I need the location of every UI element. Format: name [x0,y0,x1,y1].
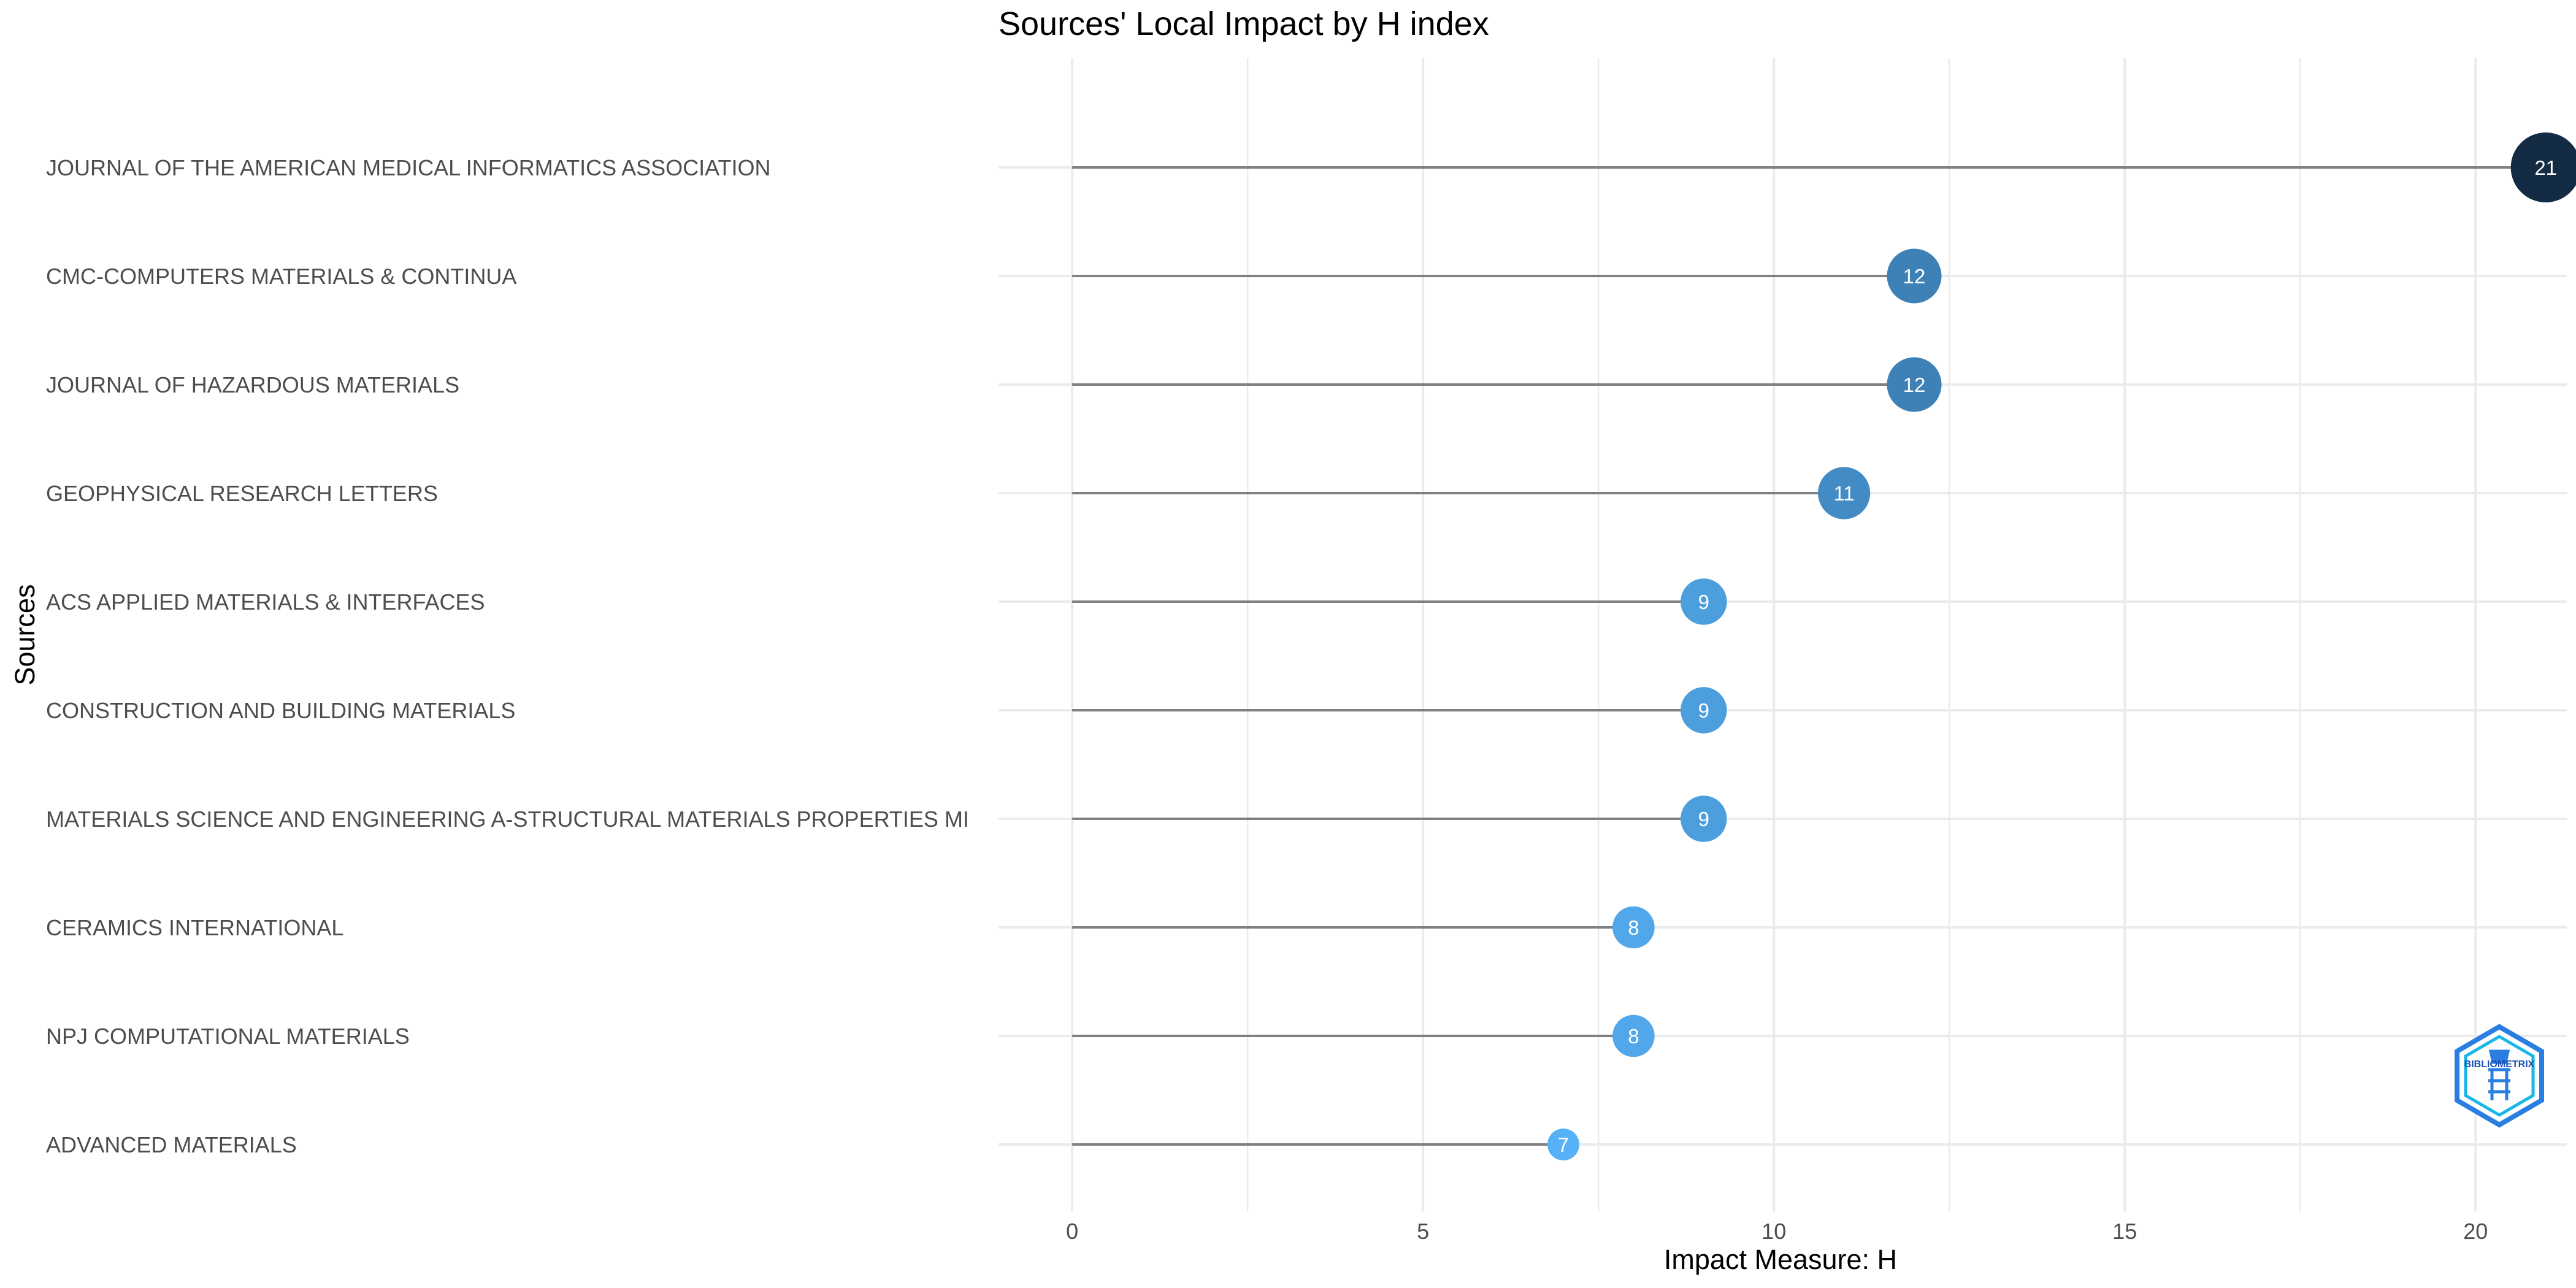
category-label: GEOPHYSICAL RESEARCH LETTERS [46,481,438,506]
tick-label-layer: 0 5 10 15 20 [1066,1219,2488,1244]
logo-hexagon-outer [2455,1024,2544,1128]
category-label: NPJ COMPUTATIONAL MATERIALS [46,1024,410,1049]
value-label: 9 [1698,591,1709,613]
logo-tower-icon [2488,1049,2510,1100]
category-label: CONSTRUCTION AND BUILDING MATERIALS [46,698,515,723]
value-label: 9 [1698,808,1709,830]
category-label: CERAMICS INTERNATIONAL [46,915,343,940]
category-label: JOURNAL OF HAZARDOUS MATERIALS [46,372,459,397]
x-tick-label: 10 [1761,1219,1786,1244]
value-label: 8 [1628,1025,1639,1048]
stem-layer [1072,166,2546,1146]
x-axis-title: Impact Measure: H [1664,1244,1897,1275]
value-label: 7 [1558,1133,1569,1156]
category-label: ADVANCED MATERIALS [46,1132,297,1157]
value-label: 12 [1903,374,1926,396]
lollipop-point [1681,578,1727,625]
x-tick-label: 15 [2112,1219,2137,1244]
bibliometrix-logo: BIBLIOMETRIX [2455,1024,2544,1128]
x-tick-label: 0 [1066,1219,1078,1244]
x-tick-label: 5 [1417,1219,1429,1244]
logo-hexagon-inner [2464,1035,2535,1117]
lollipop-point [1681,687,1727,734]
value-label: 8 [1628,916,1639,939]
lollipop-point [1887,248,1942,304]
value-label: 12 [1903,265,1926,288]
point-layer: 21 12 12 11 9 9 9 8 8 7 [1547,132,2576,1160]
value-label: 9 [1698,699,1709,722]
category-label: CMC-COMPUTERS MATERIALS & CONTINUA [46,264,516,289]
lollipop-point [1612,1014,1655,1057]
value-label: 11 [1833,482,1854,505]
chart-title: Sources' Local Impact by H index [999,6,1489,42]
y-axis-title: Sources [9,584,40,685]
lollipop-point [2510,132,2576,202]
lollipop-point [1887,357,1942,412]
category-label-layer: JOURNAL OF THE AMERICAN MEDICAL INFORMAT… [46,155,969,1157]
x-tick-label: 20 [2463,1219,2488,1244]
category-label: JOURNAL OF THE AMERICAN MEDICAL INFORMAT… [46,155,770,180]
category-label: ACS APPLIED MATERIALS & INTERFACES [46,589,485,615]
value-label: 21 [2534,156,2557,179]
logo-text: BIBLIOMETRIX [2464,1059,2535,1070]
category-label: MATERIALS SCIENCE AND ENGINEERING A-STRU… [46,807,969,832]
lollipop-point [1547,1129,1579,1160]
lollipop-point [1612,906,1655,949]
lollipop-point [1681,795,1727,842]
lollipop-point [1818,467,1871,519]
